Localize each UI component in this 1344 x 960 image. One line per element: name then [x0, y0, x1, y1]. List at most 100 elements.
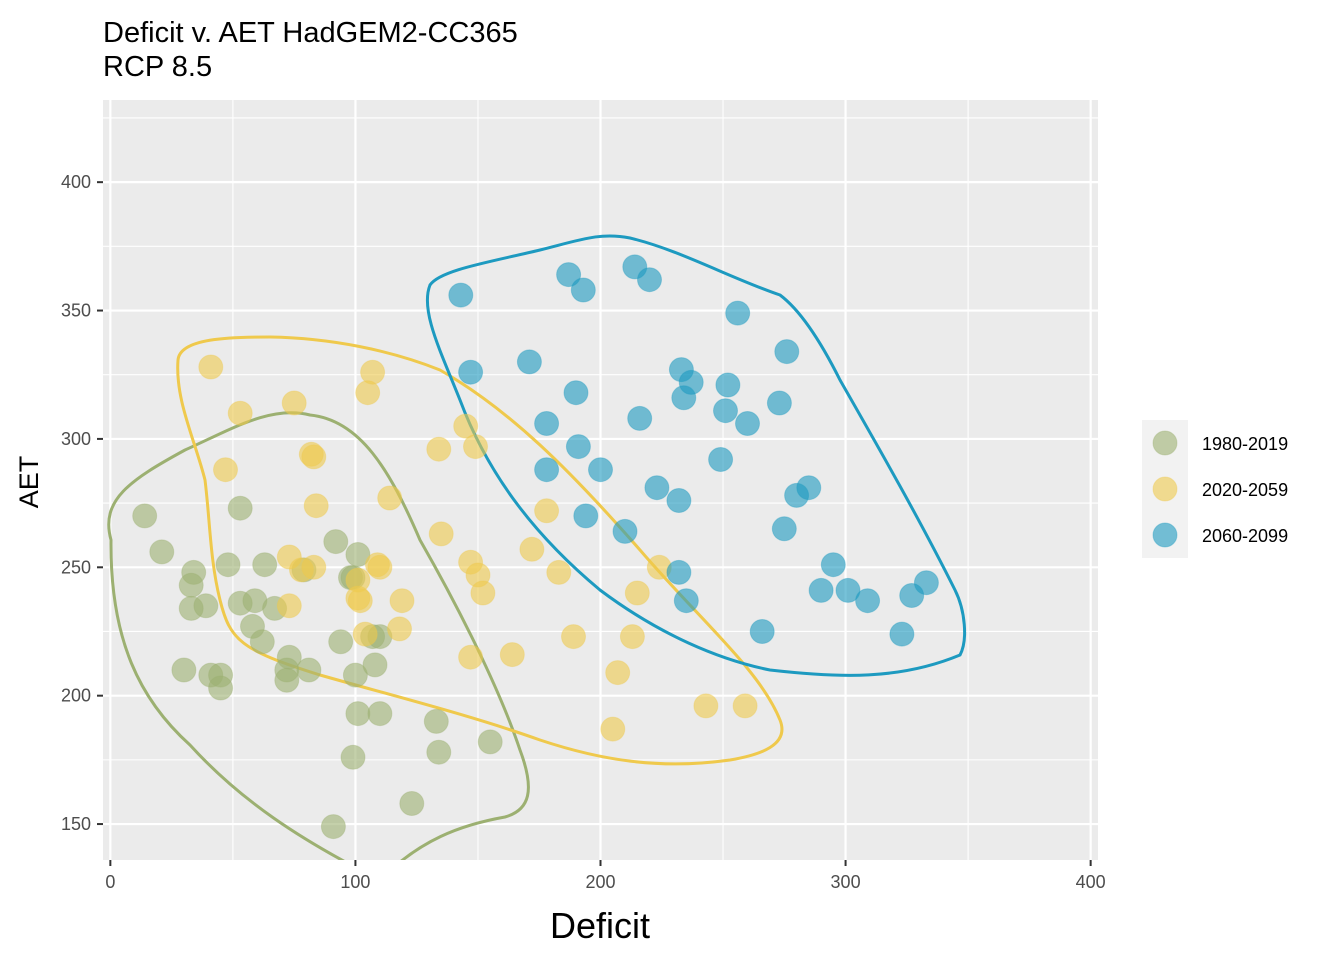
point-2020-2059: [355, 380, 381, 406]
y-tick-label: 300: [61, 429, 91, 449]
point-2020-2059: [693, 693, 719, 719]
legend-swatch: [1152, 476, 1178, 502]
y-axis-title: AET: [14, 456, 44, 509]
point-2060-2099: [534, 411, 560, 436]
y-tick-label: 350: [61, 301, 91, 321]
y-tick-label: 200: [61, 686, 91, 706]
point-2020-2059: [619, 624, 645, 650]
point-1980-2019: [345, 542, 371, 567]
point-2020-2059: [428, 521, 454, 547]
point-1980-2019: [362, 652, 388, 678]
point-1980-2019: [274, 667, 300, 693]
point-2020-2059: [389, 588, 415, 614]
point-1980-2019: [296, 657, 322, 683]
point-1980-2019: [340, 744, 366, 770]
point-2060-2099: [771, 516, 797, 542]
point-1980-2019: [342, 662, 368, 688]
point-2060-2099: [666, 488, 692, 513]
contour-2060-2099: [425, 234, 966, 677]
point-2020-2059: [198, 354, 224, 380]
point-2020-2059: [301, 444, 327, 470]
point-2020-2059: [463, 434, 488, 460]
legend-label: 2020-2059: [1202, 480, 1288, 500]
chart-subtitle: RCP 8.5: [103, 51, 212, 83]
point-2060-2099: [766, 390, 792, 416]
point-2020-2059: [227, 400, 253, 426]
x-axis: 0 100 200 300 400: [105, 860, 1106, 892]
legend-swatch: [1152, 522, 1178, 548]
point-2060-2099: [565, 434, 591, 460]
point-1980-2019: [345, 701, 371, 727]
legend-label: 2060-2099: [1202, 526, 1288, 546]
point-2020-2059: [352, 621, 378, 647]
x-axis-title: Deficit: [550, 905, 650, 946]
point-1980-2019: [227, 495, 253, 521]
point-2020-2059: [387, 616, 412, 642]
point-2020-2059: [347, 588, 373, 614]
point-2060-2099: [796, 475, 822, 501]
point-2020-2059: [213, 457, 238, 483]
point-1980-2019: [171, 657, 197, 683]
point-2060-2099: [855, 588, 881, 614]
x-tick-label: 400: [1076, 872, 1106, 892]
point-1980-2019: [132, 503, 158, 529]
points-layer: [132, 254, 939, 840]
chart-title: Deficit v. AET HadGEM2-CC365: [103, 17, 518, 49]
point-1980-2019: [477, 729, 503, 755]
point-1980-2019: [399, 791, 425, 816]
point-1980-2019: [249, 629, 275, 655]
point-2020-2059: [519, 536, 545, 562]
point-2060-2099: [708, 447, 734, 472]
x-tick-label: 200: [585, 872, 615, 892]
point-2060-2099: [725, 300, 751, 326]
point-2060-2099: [534, 457, 560, 483]
point-1980-2019: [328, 629, 354, 655]
point-2020-2059: [276, 593, 302, 619]
point-2060-2099: [612, 518, 638, 544]
point-2060-2099: [563, 380, 589, 406]
point-2060-2099: [637, 267, 662, 293]
point-2020-2059: [605, 660, 631, 686]
point-2020-2059: [303, 493, 329, 519]
point-2060-2099: [808, 577, 834, 603]
point-2020-2059: [534, 498, 560, 524]
point-2060-2099: [713, 398, 738, 424]
point-2060-2099: [835, 577, 861, 603]
point-2060-2099: [749, 619, 775, 644]
point-2060-2099: [735, 411, 760, 436]
point-1980-2019: [215, 552, 241, 578]
contour-2020-2059: [176, 335, 784, 766]
point-2060-2099: [820, 552, 846, 578]
point-1980-2019: [208, 675, 234, 701]
point-2020-2059: [301, 554, 327, 580]
point-1980-2019: [423, 708, 449, 734]
y-axis: 150 200 250 300 350 400: [61, 172, 103, 834]
point-2020-2059: [367, 554, 393, 580]
legend-label: 1980-2019: [1202, 434, 1288, 454]
point-1980-2019: [252, 552, 278, 578]
point-2020-2059: [426, 436, 452, 462]
point-2020-2059: [624, 580, 650, 606]
point-1980-2019: [193, 593, 219, 619]
point-2060-2099: [556, 262, 582, 288]
point-2060-2099: [573, 503, 599, 529]
y-tick-label: 250: [61, 557, 91, 577]
point-2020-2059: [561, 624, 586, 650]
point-2020-2059: [732, 693, 758, 719]
point-2020-2059: [377, 485, 403, 511]
y-tick-label: 400: [61, 172, 91, 192]
point-2060-2099: [673, 588, 699, 614]
point-2060-2099: [570, 277, 596, 303]
point-2020-2059: [281, 390, 307, 416]
point-1980-2019: [149, 539, 175, 565]
point-1980-2019: [323, 529, 349, 555]
point-1980-2019: [367, 701, 393, 727]
point-2020-2059: [453, 413, 479, 439]
x-tick-label: 0: [105, 872, 115, 892]
point-2020-2059: [458, 644, 484, 670]
legend-swatch: [1152, 430, 1178, 456]
point-2060-2099: [678, 369, 704, 395]
x-tick-label: 300: [831, 872, 861, 892]
point-2060-2099: [666, 559, 692, 585]
